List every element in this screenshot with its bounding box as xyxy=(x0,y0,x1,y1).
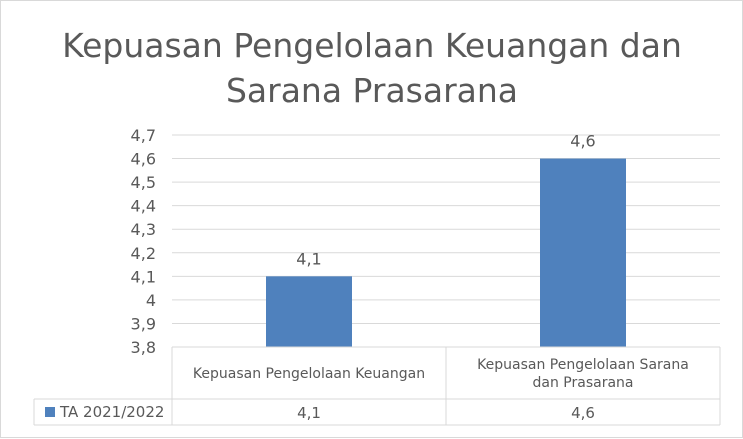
bar xyxy=(266,276,352,347)
chart-title-line-1: Kepuasan Pengelolaan Keuangan dan xyxy=(62,26,682,65)
legend-series-name: TA 2021/2022 xyxy=(59,403,164,421)
chart-title: Kepuasan Pengelolaan Keuangan dan Sarana… xyxy=(62,26,682,110)
y-tick-label: 4,3 xyxy=(131,220,156,239)
y-axis-ticks: 3,8 3,9 4 4,1 4,2 4,3 4,4 4,5 4,6 4,7 xyxy=(131,126,156,357)
category-label: Kepuasan Pengelolaan Keuangan xyxy=(193,366,425,382)
chart-title-line-2: Sarana Prasarana xyxy=(226,71,518,110)
y-tick-label: 4,1 xyxy=(131,267,156,286)
y-tick-label: 4,7 xyxy=(131,126,156,145)
y-tick-label: 3,9 xyxy=(131,314,156,333)
data-labels: 4,1 4,6 xyxy=(296,132,595,269)
y-tick-label: 4,5 xyxy=(131,173,156,192)
category-label: dan Prasarana xyxy=(533,375,634,391)
y-tick-label: 4,2 xyxy=(131,244,156,263)
bars xyxy=(266,158,626,347)
y-tick-label: 4,6 xyxy=(131,150,156,169)
table-value: 4,6 xyxy=(571,404,595,422)
category-label: Kepuasan Pengelolaan Sarana xyxy=(477,357,689,373)
legend-key xyxy=(45,407,55,417)
table-value: 4,1 xyxy=(297,404,321,422)
data-label: 4,1 xyxy=(296,249,321,268)
y-tick-label: 4 xyxy=(146,291,156,310)
gridlines xyxy=(172,134,720,324)
y-tick-label: 4,4 xyxy=(131,197,156,216)
data-table: Kepuasan Pengelolaan Keuangan Kepuasan Pe… xyxy=(33,346,721,426)
bar xyxy=(540,158,626,347)
y-tick-label: 3,8 xyxy=(131,338,156,357)
data-label: 4,6 xyxy=(570,132,595,151)
